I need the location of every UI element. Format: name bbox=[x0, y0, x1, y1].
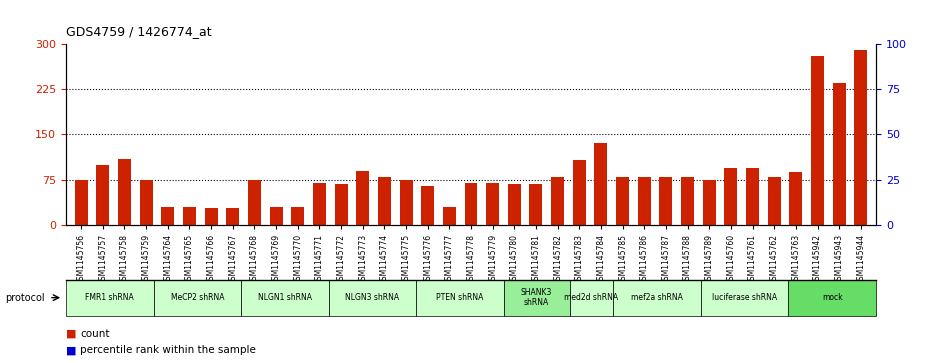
Bar bbox=[854, 50, 868, 225]
Bar bbox=[681, 177, 694, 225]
Text: mock: mock bbox=[822, 293, 842, 302]
Bar bbox=[74, 180, 88, 225]
Bar bbox=[421, 186, 434, 225]
Bar bbox=[204, 208, 218, 225]
Bar bbox=[118, 159, 131, 225]
Bar bbox=[594, 143, 608, 225]
Bar bbox=[96, 164, 109, 225]
Bar bbox=[356, 171, 369, 225]
Bar bbox=[183, 207, 196, 225]
Bar bbox=[746, 168, 759, 225]
Bar bbox=[638, 177, 651, 225]
Text: NLGN3 shRNA: NLGN3 shRNA bbox=[346, 293, 399, 302]
Bar bbox=[334, 184, 348, 225]
Text: med2d shRNA: med2d shRNA bbox=[564, 293, 619, 302]
Bar bbox=[291, 207, 304, 225]
Bar bbox=[464, 183, 478, 225]
Bar bbox=[573, 160, 586, 225]
Text: protocol: protocol bbox=[5, 293, 44, 303]
Text: mef2a shRNA: mef2a shRNA bbox=[631, 293, 683, 302]
Text: GDS4759 / 1426774_at: GDS4759 / 1426774_at bbox=[66, 25, 212, 38]
Bar bbox=[161, 207, 174, 225]
Bar bbox=[313, 183, 326, 225]
Bar bbox=[269, 207, 283, 225]
Text: MeCP2 shRNA: MeCP2 shRNA bbox=[171, 293, 224, 302]
Bar bbox=[443, 207, 456, 225]
Text: percentile rank within the sample: percentile rank within the sample bbox=[80, 345, 256, 355]
Bar bbox=[529, 184, 543, 225]
Bar bbox=[139, 180, 153, 225]
Bar bbox=[811, 56, 824, 225]
Bar bbox=[703, 180, 716, 225]
Text: count: count bbox=[80, 329, 109, 339]
Bar bbox=[724, 168, 738, 225]
Bar bbox=[486, 183, 499, 225]
Bar bbox=[399, 180, 413, 225]
Text: FMR1 shRNA: FMR1 shRNA bbox=[86, 293, 134, 302]
Bar bbox=[248, 180, 261, 225]
Text: luciferase shRNA: luciferase shRNA bbox=[712, 293, 777, 302]
Bar bbox=[378, 177, 391, 225]
Bar bbox=[789, 172, 803, 225]
Bar bbox=[768, 177, 781, 225]
Bar bbox=[508, 184, 521, 225]
Bar bbox=[551, 177, 564, 225]
Text: PTEN shRNA: PTEN shRNA bbox=[436, 293, 484, 302]
Bar bbox=[226, 208, 239, 225]
Bar bbox=[833, 83, 846, 225]
Text: ■: ■ bbox=[66, 345, 76, 355]
Text: SHANK3
shRNA: SHANK3 shRNA bbox=[521, 288, 552, 307]
Bar bbox=[616, 177, 629, 225]
Text: NLGN1 shRNA: NLGN1 shRNA bbox=[258, 293, 312, 302]
Text: ■: ■ bbox=[66, 329, 76, 339]
Bar bbox=[659, 177, 673, 225]
